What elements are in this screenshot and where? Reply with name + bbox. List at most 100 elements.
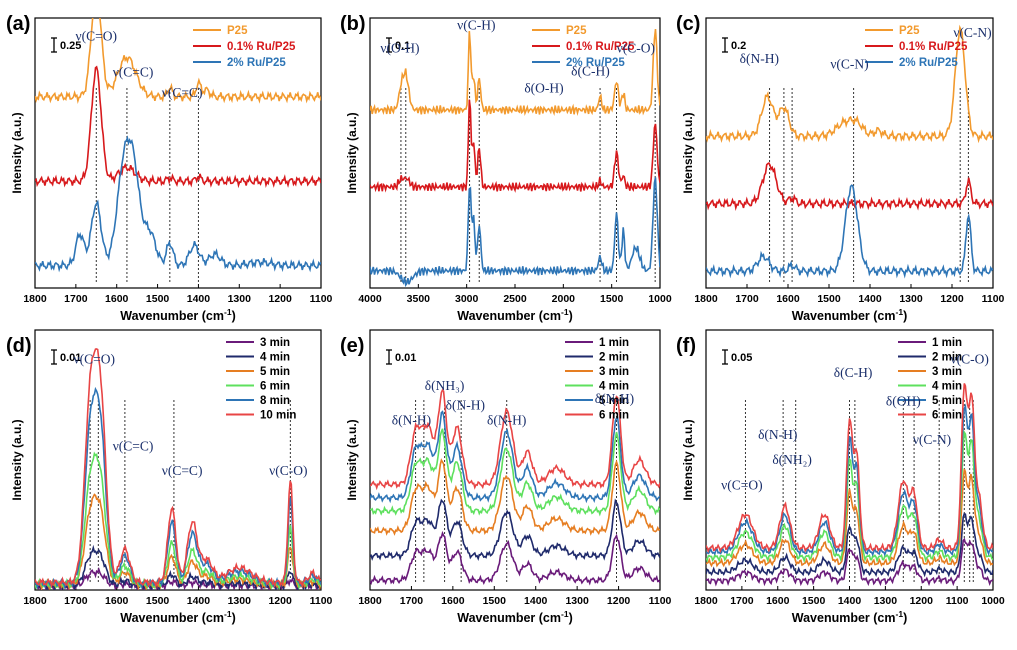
legend-label: 0.1% Ru/P25 xyxy=(227,41,296,53)
band-annotation: δ(OH) xyxy=(886,393,921,408)
x-tick-label: 1400 xyxy=(187,293,211,305)
legend-label: 0.1% Ru/P25 xyxy=(566,41,635,53)
x-tick-label: 1600 xyxy=(105,293,129,305)
axes-frame xyxy=(705,17,994,289)
x-tick-label: 1100 xyxy=(982,293,1005,305)
x-tick-label: 3000 xyxy=(455,293,479,305)
x-tick-label: 1800 xyxy=(23,595,47,607)
scale-bar-label: 0.1 xyxy=(395,40,410,52)
x-tick-label: 1800 xyxy=(694,595,718,607)
legend-label: 2 min xyxy=(932,352,962,364)
x-tick-label: 1700 xyxy=(64,293,88,305)
y-axis-label: Intensity (a.u.) xyxy=(10,419,24,500)
series-line-0-1-ru-p25 xyxy=(370,99,660,193)
x-tick-label: 1500 xyxy=(146,293,170,305)
x-tick-label: 1800 xyxy=(358,595,382,607)
band-annotation: δ(N-H) xyxy=(487,412,526,427)
panel-label: (f) xyxy=(676,335,696,357)
y-axis-label: Intensity (a.u.) xyxy=(345,419,359,500)
band-annotation: ν(C=C) xyxy=(113,65,154,80)
series-line-1-min xyxy=(706,537,993,587)
y-axis-label: Intensity (a.u.) xyxy=(681,112,695,193)
legend-label: P25 xyxy=(227,25,248,37)
band-annotation: ν(C=C) xyxy=(113,439,154,454)
band-annotation: ν(C=C) xyxy=(162,85,203,100)
series-line-2-min xyxy=(706,512,993,578)
x-tick-label: 1400 xyxy=(524,595,548,607)
x-tick-label: 1800 xyxy=(23,293,47,305)
series-line-3-min xyxy=(706,468,993,568)
series-line-6-min xyxy=(706,383,993,554)
legend-label: 5 min xyxy=(932,395,962,407)
band-annotation: δ(N-H) xyxy=(758,427,797,442)
band-annotation: δ(C-H) xyxy=(834,365,873,380)
x-axis-label: Wavenumber (cm-1) xyxy=(792,307,907,323)
x-tick-label: 1200 xyxy=(910,595,934,607)
x-tick-label: 1100 xyxy=(310,293,333,305)
x-tick-label: 1400 xyxy=(187,595,211,607)
legend-label: 2% Ru/P25 xyxy=(899,57,958,69)
legend-label: 6 min xyxy=(932,410,962,422)
axes-frame xyxy=(34,329,322,591)
series-line-0-1-ru-p25 xyxy=(706,162,993,211)
panel-label: (d) xyxy=(6,335,32,357)
legend-label: 8 min xyxy=(260,395,290,407)
band-annotation: δ(N-H) xyxy=(740,51,779,66)
legend-label: 10 min xyxy=(260,410,296,422)
band-annotation: δ(O-H) xyxy=(524,81,563,96)
x-tick-label: 1500 xyxy=(817,293,841,305)
x-tick-label: 1300 xyxy=(874,595,898,607)
panel-label: (b) xyxy=(340,13,366,35)
x-tick-label: 2500 xyxy=(503,293,527,305)
band-annotation: ν(C=C) xyxy=(162,463,203,478)
panel-label: (c) xyxy=(676,13,700,35)
panel-c: (c) 1800 1700 1600 1500 1400 1300 1200 1100 Waven… xyxy=(676,13,1005,323)
legend-label: 4 min xyxy=(932,381,962,393)
legend-label: 5 min xyxy=(260,366,290,378)
band-annotation: ν(C-N) xyxy=(953,25,991,40)
x-tick-label: 1500 xyxy=(600,293,624,305)
scale-bar-label: 0.05 xyxy=(731,352,752,364)
x-tick-label: 2000 xyxy=(552,293,576,305)
band-annotation: ν(C-N) xyxy=(830,57,868,72)
series-line-5-min xyxy=(370,410,660,504)
panel-d: (d) 1800 1700 1600 1500 1400 1300 1200 1100 Waven… xyxy=(6,329,333,625)
band-annotation: δ(C-H) xyxy=(571,63,610,78)
series-line-3-min xyxy=(370,458,660,536)
series-line-2-min xyxy=(370,498,660,562)
x-tick-label: 4000 xyxy=(358,293,382,305)
band-annotation: δ(NH₃) xyxy=(425,378,465,393)
panel-a: (a) 1800 1700 1600 1500 1400 1300 1200 1100 Waven… xyxy=(6,13,333,323)
x-axis-label: Wavenumber (cm-1) xyxy=(457,609,572,625)
legend-label: 6 min xyxy=(599,410,629,422)
band-annotation: ν(C-H) xyxy=(457,17,495,32)
x-axis-label: Wavenumber (cm-1) xyxy=(120,609,235,625)
series-line-p25 xyxy=(706,24,993,144)
legend-label: 1 min xyxy=(932,337,962,349)
legend-label: 5 min xyxy=(599,395,629,407)
legend-label: P25 xyxy=(566,25,587,37)
x-tick-label: 1100 xyxy=(649,595,672,607)
series-line-p25 xyxy=(370,29,660,117)
x-tick-label: 1800 xyxy=(694,293,718,305)
legend-label: P25 xyxy=(899,25,920,37)
panel-label: (a) xyxy=(6,13,30,35)
band-annotation: ν(C=O) xyxy=(76,29,117,44)
y-axis-label: Intensity (a.u.) xyxy=(681,419,695,500)
x-tick-label: 1300 xyxy=(565,595,589,607)
series-line-2-ru-p25 xyxy=(35,135,321,273)
legend-label: 3 min xyxy=(599,366,629,378)
x-tick-label: 1600 xyxy=(766,595,790,607)
panel-f: (f) 1800 1700 1600 1500 1400 1300 1200 1100 1000 W… xyxy=(676,329,1005,625)
panel-label: (e) xyxy=(340,335,364,357)
series-line-4-min xyxy=(706,429,993,564)
band-annotation: ν(C=O) xyxy=(74,351,115,366)
band-annotation: δ(N-H) xyxy=(446,398,485,413)
legend-label: 3 min xyxy=(932,366,962,378)
x-tick-label: 1000 xyxy=(981,595,1005,607)
series-line-p25 xyxy=(35,18,321,104)
band-annotation: ν(C-N) xyxy=(913,432,951,447)
x-tick-label: 1600 xyxy=(105,595,129,607)
scale-bar-label: 0.01 xyxy=(60,352,81,364)
series-line-2-ru-p25 xyxy=(706,184,993,279)
